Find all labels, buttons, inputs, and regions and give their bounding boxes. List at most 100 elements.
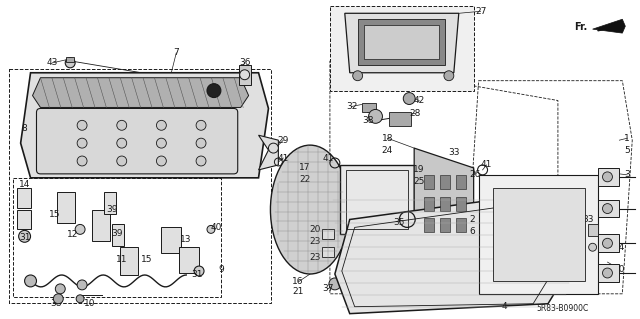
Bar (58, 192, 75, 223)
Circle shape (240, 70, 250, 80)
Text: 2: 2 (470, 215, 476, 224)
Text: 38: 38 (362, 116, 373, 125)
Bar (239, 65, 251, 85)
Bar (112, 225, 124, 246)
Circle shape (329, 278, 341, 290)
Text: 25: 25 (413, 177, 425, 186)
Circle shape (602, 238, 612, 248)
Bar (389, 112, 411, 126)
Circle shape (116, 120, 127, 130)
Bar (346, 170, 408, 229)
Circle shape (444, 71, 454, 81)
Text: 27: 27 (475, 7, 486, 16)
Text: 7: 7 (173, 48, 179, 57)
Text: 16: 16 (292, 278, 304, 286)
Text: 32: 32 (346, 102, 357, 111)
Text: 37: 37 (322, 284, 333, 293)
Bar (13, 178, 221, 297)
Circle shape (268, 143, 278, 153)
Text: 31: 31 (19, 233, 30, 242)
Bar (456, 219, 466, 232)
Bar (456, 175, 466, 189)
Circle shape (77, 280, 87, 290)
Circle shape (116, 138, 127, 148)
Text: 41: 41 (481, 160, 492, 169)
Text: 40: 40 (210, 223, 221, 232)
Bar (598, 234, 620, 252)
Bar (179, 247, 199, 273)
Bar (17, 188, 31, 208)
Text: 41: 41 (323, 153, 333, 162)
Circle shape (196, 138, 206, 148)
Text: 39: 39 (111, 229, 122, 238)
Text: 38: 38 (51, 299, 62, 308)
Text: 19: 19 (413, 166, 425, 174)
Circle shape (589, 243, 596, 251)
Circle shape (76, 295, 84, 303)
Bar (161, 227, 181, 253)
Text: 39: 39 (106, 205, 118, 214)
Bar (9, 69, 271, 303)
Text: 11: 11 (116, 255, 127, 263)
Bar (17, 210, 31, 229)
Circle shape (194, 266, 204, 276)
Circle shape (24, 275, 36, 287)
Bar (598, 264, 620, 282)
Polygon shape (33, 78, 248, 108)
Circle shape (77, 120, 87, 130)
FancyBboxPatch shape (36, 108, 237, 174)
Circle shape (207, 226, 215, 234)
Bar (330, 6, 474, 91)
Text: 31: 31 (191, 271, 203, 279)
Text: 12: 12 (67, 230, 78, 239)
Text: 41: 41 (278, 153, 289, 162)
Circle shape (53, 294, 63, 304)
Text: 21: 21 (292, 287, 304, 296)
Polygon shape (414, 148, 474, 247)
Text: 23: 23 (309, 253, 321, 262)
Bar (104, 192, 116, 213)
Ellipse shape (271, 145, 349, 274)
Text: 30: 30 (614, 264, 625, 273)
Bar (322, 229, 334, 239)
Bar (598, 168, 620, 186)
Circle shape (207, 84, 221, 98)
Text: 34: 34 (614, 243, 625, 252)
Bar (92, 210, 110, 241)
Circle shape (353, 71, 363, 81)
Text: 33: 33 (448, 148, 460, 157)
Text: 43: 43 (47, 58, 58, 67)
Circle shape (55, 284, 65, 294)
Text: 1: 1 (625, 134, 630, 143)
Circle shape (369, 109, 383, 123)
Circle shape (77, 156, 87, 166)
Circle shape (196, 156, 206, 166)
Circle shape (602, 204, 612, 213)
Text: 6: 6 (470, 227, 476, 236)
Bar (424, 219, 434, 232)
Circle shape (602, 268, 612, 278)
Bar (120, 247, 138, 275)
Text: Fr.: Fr. (574, 22, 588, 32)
Text: 10: 10 (84, 299, 96, 308)
Circle shape (77, 138, 87, 148)
Circle shape (19, 230, 31, 242)
Text: 15: 15 (49, 210, 60, 219)
Text: 20: 20 (309, 225, 321, 234)
Bar (456, 197, 466, 211)
Bar (479, 175, 598, 294)
Polygon shape (345, 13, 459, 73)
Polygon shape (20, 73, 268, 178)
Text: 5: 5 (625, 145, 630, 155)
Bar (340, 165, 414, 234)
Circle shape (196, 120, 206, 130)
Text: 18: 18 (381, 134, 393, 143)
Text: 8: 8 (22, 124, 28, 133)
Circle shape (602, 172, 612, 182)
Bar (358, 19, 445, 65)
Bar (364, 25, 439, 59)
Bar (322, 247, 334, 257)
Bar (362, 102, 376, 112)
Text: 22: 22 (300, 175, 311, 184)
Bar (440, 197, 450, 211)
